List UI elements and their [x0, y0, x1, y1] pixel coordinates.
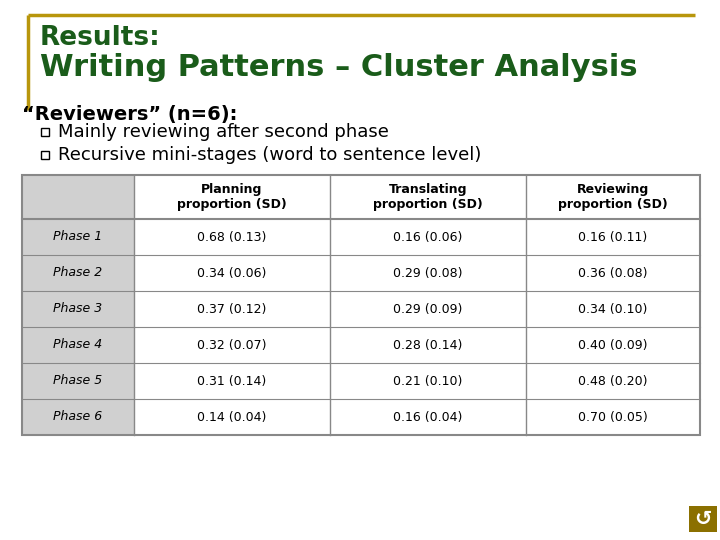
Bar — [689, 506, 717, 532]
Text: Phase 3: Phase 3 — [53, 302, 103, 315]
Text: 0.40 (0.09): 0.40 (0.09) — [578, 339, 648, 352]
Text: 0.68 (0.13): 0.68 (0.13) — [197, 231, 266, 244]
Text: 0.32 (0.07): 0.32 (0.07) — [197, 339, 266, 352]
Bar — [22, 175, 700, 435]
Text: 0.34 (0.06): 0.34 (0.06) — [197, 267, 266, 280]
Text: Phase 1: Phase 1 — [53, 231, 103, 244]
Text: 0.29 (0.09): 0.29 (0.09) — [393, 302, 463, 315]
Text: “Reviewers” (n=6):: “Reviewers” (n=6): — [22, 105, 238, 124]
Text: Reviewing
proportion (SD): Reviewing proportion (SD) — [558, 183, 668, 211]
Text: 0.70 (0.05): 0.70 (0.05) — [578, 410, 648, 423]
Text: Results:: Results: — [40, 25, 161, 51]
Text: Phase 2: Phase 2 — [53, 267, 103, 280]
Text: Phase 4: Phase 4 — [53, 339, 103, 352]
Text: 0.16 (0.04): 0.16 (0.04) — [393, 410, 463, 423]
Text: 0.21 (0.10): 0.21 (0.10) — [393, 375, 463, 388]
Text: Writing Patterns – Cluster Analysis: Writing Patterns – Cluster Analysis — [40, 53, 638, 82]
Text: 0.28 (0.14): 0.28 (0.14) — [393, 339, 463, 352]
Text: 0.31 (0.14): 0.31 (0.14) — [197, 375, 266, 388]
Text: 0.29 (0.08): 0.29 (0.08) — [393, 267, 463, 280]
Text: 0.36 (0.08): 0.36 (0.08) — [578, 267, 648, 280]
Text: 0.34 (0.10): 0.34 (0.10) — [578, 302, 648, 315]
Text: 0.16 (0.11): 0.16 (0.11) — [578, 231, 647, 244]
Bar — [41, 128, 49, 136]
Text: ↺: ↺ — [694, 509, 712, 529]
Text: 0.37 (0.12): 0.37 (0.12) — [197, 302, 266, 315]
Text: Translating
proportion (SD): Translating proportion (SD) — [373, 183, 483, 211]
Text: Mainly reviewing after second phase: Mainly reviewing after second phase — [58, 123, 389, 141]
Text: 0.14 (0.04): 0.14 (0.04) — [197, 410, 266, 423]
Text: 0.16 (0.06): 0.16 (0.06) — [393, 231, 463, 244]
Text: Recursive mini-stages (word to sentence level): Recursive mini-stages (word to sentence … — [58, 146, 482, 164]
Bar — [41, 151, 49, 159]
Bar — [22, 175, 134, 435]
Bar — [22, 175, 700, 435]
Text: Phase 6: Phase 6 — [53, 410, 103, 423]
Text: 0.48 (0.20): 0.48 (0.20) — [578, 375, 648, 388]
Text: Planning
proportion (SD): Planning proportion (SD) — [177, 183, 287, 211]
Text: Phase 5: Phase 5 — [53, 375, 103, 388]
